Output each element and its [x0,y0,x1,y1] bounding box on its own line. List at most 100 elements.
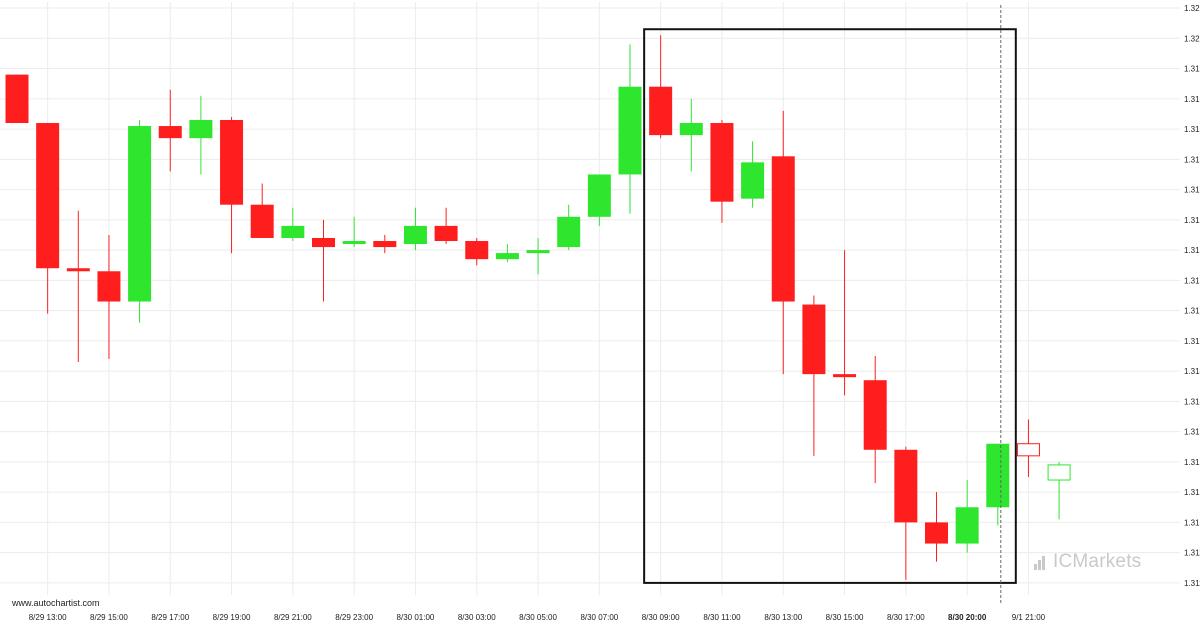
candle-body [434,225,458,242]
y-tick-label: 1.3205 [1184,4,1200,13]
candle [250,183,274,238]
x-tick-label: 8/30 03:00 [458,613,496,622]
candle-body [833,374,857,378]
x-tick-label: 8/30 05:00 [519,613,557,622]
candle [312,219,335,302]
x-tick-label: 8/30 17:00 [887,613,925,622]
candle [158,89,182,172]
candle-body [618,86,642,175]
candle-body [771,156,795,302]
x-tick-label: 8/29 21:00 [274,613,312,622]
candle-body [373,241,397,248]
candle-body [802,304,826,375]
candle-body [495,253,519,260]
candle [894,446,918,580]
pattern-box [643,28,1017,584]
candle-body [679,123,703,136]
y-tick-label: 1.3170 [1184,216,1200,225]
candle [802,295,826,456]
candle [986,443,1010,526]
candle [465,237,489,266]
candle [863,355,887,484]
candle-body [465,241,489,260]
candle-body [36,123,60,269]
candle-body [281,225,305,238]
y-tick-label: 1.3180 [1184,155,1200,164]
candle-body [312,237,335,248]
y-tick-label: 1.3145 [1184,367,1200,376]
candle-body [587,174,611,217]
x-tick-label: 8/30 20:00 [948,613,987,622]
candle-body [189,119,213,139]
candle [710,119,734,223]
candle-body [863,380,887,450]
candle-body [894,449,918,523]
candles [5,35,1071,580]
candle-body [1016,443,1040,457]
candle [97,234,121,360]
candle-body [526,250,550,254]
y-tick-label: 1.3185 [1184,125,1200,134]
y-tick-label: 1.3165 [1184,246,1200,255]
candle [925,492,948,562]
candle [434,207,458,245]
candle [5,74,29,124]
y-tick-label: 1.3200 [1184,34,1200,43]
candle [220,116,244,254]
brand-name: ICMarkets [1053,551,1142,572]
candle-body [649,86,673,136]
x-tick-label: 8/29 23:00 [335,613,373,622]
y-tick-label: 1.3125 [1184,488,1200,497]
candle [189,95,213,175]
y-tick-label: 1.3155 [1184,307,1200,316]
x-tick-label: 8/30 11:00 [703,613,741,622]
candle [679,98,703,172]
y-tick-label: 1.3120 [1184,518,1200,527]
candle [955,480,979,553]
candle [1047,461,1071,520]
candle [587,174,611,226]
y-tick-label: 1.3130 [1184,458,1200,467]
x-tick-label: 9/1 21:00 [1012,613,1046,622]
candle-body [97,271,121,302]
candle-body [250,204,274,238]
candle [495,244,519,263]
candle-body [955,507,979,544]
y-tick-label: 1.3135 [1184,428,1200,437]
y-tick-label: 1.3115 [1184,549,1200,558]
x-axis-labels: 8/29 13:00 8/29 15:00 8/29 17:00 8/29 19:00… [29,613,1046,622]
x-tick-label: 8/29 17:00 [151,613,189,622]
pattern-overlay [643,5,1017,605]
candle-body [986,443,1010,508]
candle-body [128,126,152,302]
candle [618,44,642,214]
candle-body [403,225,427,245]
candle-body [1047,464,1071,481]
candle [128,119,152,323]
y-axis-labels: 1.3110 1.3115 1.3120 1.3125 1.3130 1.3135 1.31… [1184,4,1200,588]
candle-body [5,74,29,124]
candle [403,207,427,251]
candle [342,216,366,248]
candle [649,35,673,139]
y-tick-label: 1.3150 [1184,337,1200,346]
candle-body [557,216,581,248]
x-tick-label: 8/29 13:00 [29,613,67,622]
x-tick-label: 8/30 01:00 [397,613,435,622]
x-tick-label: 8/29 19:00 [213,613,251,622]
candle-body [158,126,182,139]
candle [281,207,305,242]
y-tick-label: 1.3140 [1184,397,1200,406]
candle [66,210,90,363]
x-tick-label: 8/30 15:00 [826,613,864,622]
y-tick-label: 1.3190 [1184,95,1200,104]
y-tick-label: 1.3175 [1184,186,1200,195]
candle [741,141,765,208]
candle [1016,419,1040,478]
x-tick-label: 8/30 13:00 [764,613,802,622]
candle [557,204,581,251]
candle [833,250,857,396]
candle-body [741,162,765,199]
x-tick-label: 8/30 09:00 [642,613,680,622]
